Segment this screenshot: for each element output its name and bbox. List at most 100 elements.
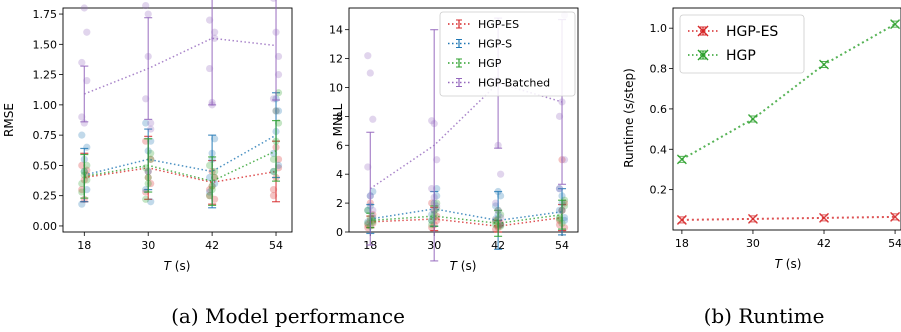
y-tick-label: 8 [336,110,343,123]
y-tick-label: 0.75 [33,129,58,142]
legend-label-hgp-es: HGP-ES [478,18,519,31]
data-point-hgp-batched [428,117,436,125]
y-tick-label: 10 [329,81,343,94]
y-tick-label: 1.75 [33,8,58,21]
data-point-hgp-batched [492,199,500,207]
data-point-hgp [433,205,441,213]
x-tick-label: 18 [675,237,689,250]
y-tick-label: 0.00 [33,220,58,233]
data-point-hgp-es [492,225,500,233]
data-point-hgp-batched [364,163,372,171]
data-point-hgp-s [206,188,214,196]
data-point-hgp-batched [83,28,91,36]
data-point-hgp-s [211,135,219,143]
series-line-hgp-batched [369,82,563,190]
y-tick-label: 14 [329,24,343,37]
data-point-hgp-batched [558,206,566,214]
data-point-hgp [269,155,278,163]
mnll-chart: 0246810121418304254MNLLT (s)HGP-ESHGP-SH… [329,7,579,273]
series-line-hgp [681,23,896,161]
series-hgp-es [364,156,569,233]
data-point-hgp [274,89,283,97]
data-point-hgp-batched [142,1,150,10]
legend-marker-hgp-es [697,25,709,37]
data-point-hgp-batched [147,119,155,127]
x-tick-label: 42 [817,237,831,250]
data-point-hgp-batched [272,107,280,115]
data-point-hgp-batched [211,28,219,36]
series-line-hgp-es [84,167,277,184]
data-point-hgp-s [364,206,372,214]
legend-label-hgp: HGP [726,48,756,64]
data-point-hgp-batched [78,58,86,67]
data-point-hgp-s [211,179,219,188]
y-tick-label: 0.8 [650,63,668,76]
data-point-hgp-s [497,192,505,200]
data-point-hgp-es [274,164,283,172]
data-point-hgp [147,155,155,163]
data-point-hgp-s [83,186,91,194]
data-point-hgp-es [211,173,219,182]
data-point-hgp-batched [555,112,564,120]
y-axis-label: RMSE [2,103,16,137]
y-tick-label: 1.50 [33,38,58,51]
data-point-hgp-s [78,200,86,208]
data-point-hgp-batched [206,64,214,73]
x-axis-label: T (s) [450,259,477,273]
series-line-hgp-es [370,216,563,227]
y-tick-label: 1.25 [33,69,58,82]
data-point-hgp [78,179,86,188]
data-point-hgp-es [147,179,155,188]
data-point-hgp-es [78,186,86,194]
data-point-hgp-es [78,161,86,170]
y-tick-label: 4 [336,168,343,181]
data-point-hgp [211,173,219,182]
caption-runtime: (b) Runtime [704,304,825,328]
data-point-hgp-s [274,107,283,115]
data-point-hgp-batched [142,95,150,103]
legend-label-hgp-es: HGP-ES [726,24,778,40]
data-point-hgp-s [274,161,283,170]
y-tick-label: 0.25 [33,190,58,203]
data-point-hgp-batched [497,213,505,222]
legend-label-hgp-s: HGP-S [478,38,512,51]
data-point-hgp-batched [428,185,436,193]
x-tick-label: 42 [205,239,219,252]
data-point-hgp-batched [144,10,152,18]
runtime-chart: 0.2 0.4 0.6 0.8 1.0 18 30 42 54 Runtime (s/step) T… [622,7,901,271]
data-point-hgp [428,216,436,225]
data-point-hgp-batched [560,156,569,164]
data-point-hgp [274,119,283,127]
series-hgp-s [78,92,283,209]
x-tick-label: 54 [555,239,569,252]
legend: HGP-ES HGP-S HGP HGP-Batched [439,11,576,97]
data-point-hgp-s [560,213,569,222]
series-hgp [676,19,901,165]
y-tick-label: 0.6 [650,103,668,116]
y-tick-label: 2 [336,197,343,210]
series-hgp [78,89,283,206]
series-hgp [364,196,569,237]
data-point-hgp [364,206,372,214]
data-point-hgp-batched [494,206,502,214]
data-point-hgp-batched [83,77,91,85]
y-tick-label: 0.4 [650,143,668,156]
legend-label-hgp: HGP [478,57,502,70]
x-tick-label: 30 [141,239,155,252]
series-line-hgp-batched [84,37,277,95]
data-point-hgp-s [433,185,441,193]
data-point-hgp-batched [206,16,214,24]
data-point-hgp-es [269,186,278,194]
data-point-hgp-es [433,212,441,220]
y-tick-label: 0.50 [33,159,58,172]
y-tick-label: 0.2 [650,184,668,197]
series-hgp-batched [364,11,569,262]
data-point-hgp-es [269,192,278,200]
legend: HGP-ES HGP [679,14,805,74]
y-tick-label: 6 [336,139,343,152]
x-tick-label: 54 [888,237,901,250]
y-tick-label: 1.0 [650,22,668,35]
data-point-hgp-batched [369,206,377,214]
y-tick-label: 0 [336,226,343,239]
